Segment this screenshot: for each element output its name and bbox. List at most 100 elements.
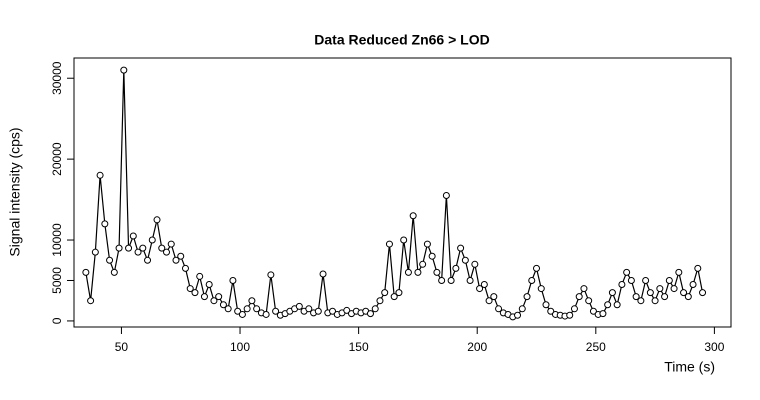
data-point <box>694 264 702 272</box>
data-point <box>452 264 460 272</box>
data-point <box>618 281 626 289</box>
data-point <box>409 212 417 220</box>
data-point <box>229 276 237 284</box>
data-point <box>608 289 616 297</box>
data-point <box>651 297 659 305</box>
data-point <box>110 268 118 276</box>
data-point <box>196 272 204 280</box>
data-point <box>129 232 137 240</box>
data-point <box>200 293 208 301</box>
data-point <box>210 297 218 305</box>
data-point <box>167 240 175 248</box>
data-point <box>314 307 322 315</box>
data-point <box>547 307 555 315</box>
x-axis-title: Time (s) <box>664 359 715 375</box>
data-point <box>144 256 152 264</box>
data-point <box>215 293 223 301</box>
data-point <box>428 252 436 260</box>
y-axis-title: Signal intensity (cps) <box>7 127 23 256</box>
data-point <box>366 310 374 318</box>
data-point <box>613 301 621 309</box>
data-point <box>542 301 550 309</box>
data-point <box>163 248 171 256</box>
plot-frame <box>73 57 732 328</box>
data-point <box>91 248 99 256</box>
data-point <box>177 252 185 260</box>
data-point <box>466 276 474 284</box>
data-point <box>575 293 583 301</box>
data-point <box>96 171 104 179</box>
data-point <box>661 293 669 301</box>
data-point <box>158 244 166 252</box>
data-point <box>139 244 147 252</box>
data-point <box>476 285 484 293</box>
data-point <box>395 289 403 297</box>
data-point <box>471 260 479 268</box>
data-point <box>665 276 673 284</box>
data-point <box>457 244 465 252</box>
data-point <box>295 302 303 310</box>
data-point <box>566 311 574 319</box>
data-point <box>670 285 678 293</box>
data-point <box>125 244 133 252</box>
x-tick-label: 150 <box>349 340 369 354</box>
data-point <box>514 311 522 319</box>
data-point <box>414 268 422 276</box>
data-point <box>153 216 161 224</box>
data-point <box>599 310 607 318</box>
x-tick-label: 50 <box>115 340 129 354</box>
y-tick-label: 0 <box>50 317 64 324</box>
data-point <box>632 293 640 301</box>
data-point <box>646 289 654 297</box>
y-tick-label: 30000 <box>50 61 64 95</box>
data-point <box>219 301 227 309</box>
data-point <box>627 276 635 284</box>
data-point <box>172 256 180 264</box>
data-point <box>656 285 664 293</box>
data-point <box>87 297 95 305</box>
data-point <box>589 307 597 315</box>
data-point <box>267 271 275 279</box>
data-point <box>699 289 707 297</box>
x-tick-label: 300 <box>704 340 724 354</box>
data-point <box>518 305 526 313</box>
data-point <box>604 301 612 309</box>
data-point <box>106 256 114 264</box>
data-point <box>400 236 408 244</box>
data-point <box>447 276 455 284</box>
data-point <box>205 281 213 289</box>
data-point <box>680 289 688 297</box>
data-point <box>689 281 697 289</box>
x-tick-label: 250 <box>586 340 606 354</box>
data-point <box>148 236 156 244</box>
data-point <box>537 285 545 293</box>
data-point <box>528 276 536 284</box>
data-point <box>186 285 194 293</box>
data-point <box>461 256 469 264</box>
data-point <box>343 306 351 314</box>
chart-title: Data Reduced Zn66 > LOD <box>314 32 489 48</box>
x-tick-label: 200 <box>467 340 487 354</box>
data-point <box>637 297 645 305</box>
data-point <box>262 310 270 318</box>
data-point <box>495 305 503 313</box>
data-point <box>433 268 441 276</box>
data-point <box>224 305 232 313</box>
data-point <box>234 307 242 315</box>
data-point <box>134 248 142 256</box>
data-point <box>376 297 384 305</box>
data-point <box>442 192 450 200</box>
data-point <box>329 307 337 315</box>
data-point <box>585 297 593 305</box>
data-point <box>191 289 199 297</box>
data-point <box>319 270 327 278</box>
data-point <box>181 264 189 272</box>
data-point <box>272 307 280 315</box>
data-point <box>381 289 389 297</box>
data-point <box>623 268 631 276</box>
y-tick-label: 5000 <box>50 267 64 294</box>
data-point <box>480 281 488 289</box>
data-point <box>238 310 246 318</box>
data-point <box>101 220 109 228</box>
